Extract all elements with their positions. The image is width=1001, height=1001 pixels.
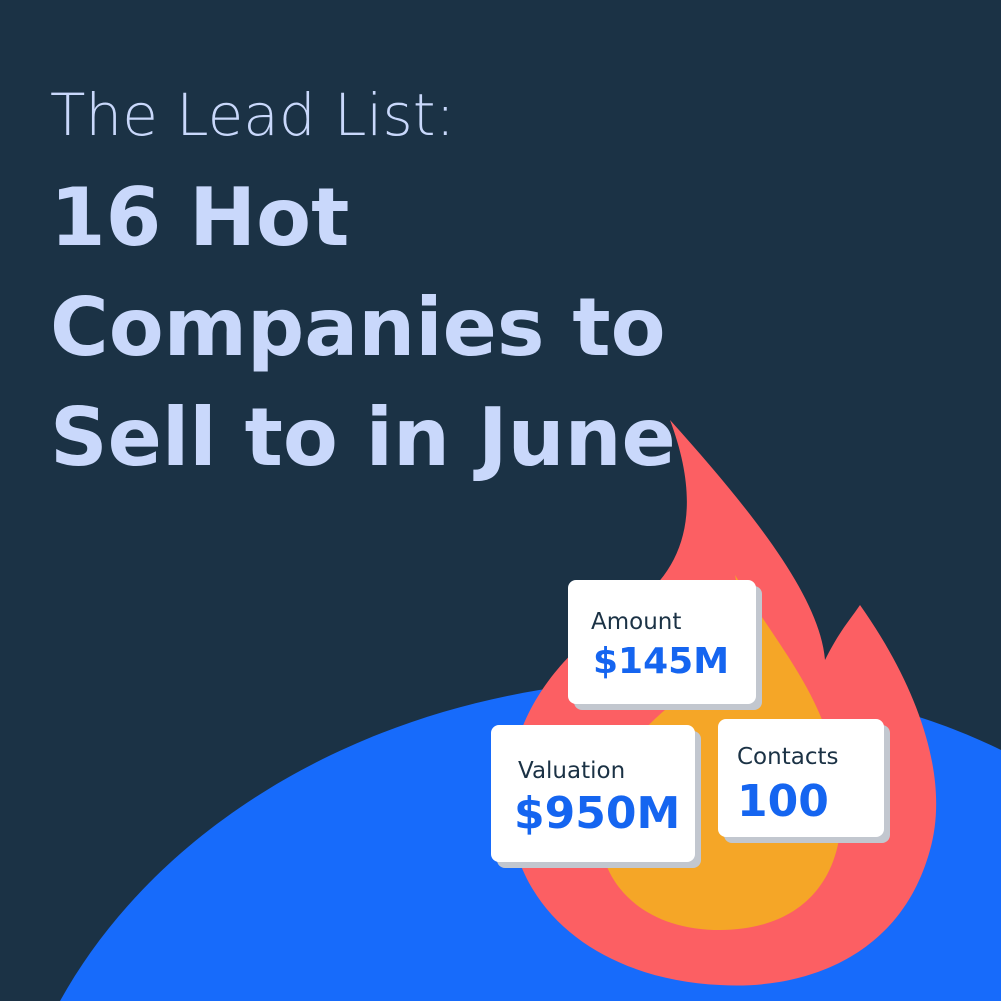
- eyebrow: The Lead List:: [50, 81, 455, 149]
- card-label: Contacts: [737, 744, 838, 770]
- card-label: Amount: [591, 609, 681, 635]
- title-line: 16 Hot: [50, 171, 349, 264]
- card-label: Valuation: [518, 758, 625, 784]
- card-value: 100: [737, 776, 829, 827]
- card-body: [491, 725, 695, 862]
- card-body: [568, 580, 756, 704]
- card-value: $950M: [514, 788, 680, 839]
- title-line: Sell to in June: [50, 391, 676, 484]
- card: Amount $145M: [568, 580, 762, 710]
- card: Valuation $950M: [491, 725, 701, 868]
- title-line: Companies to: [50, 281, 666, 374]
- card-value: $145M: [593, 641, 729, 682]
- card: Contacts 100: [718, 719, 890, 843]
- card-body: [718, 719, 884, 837]
